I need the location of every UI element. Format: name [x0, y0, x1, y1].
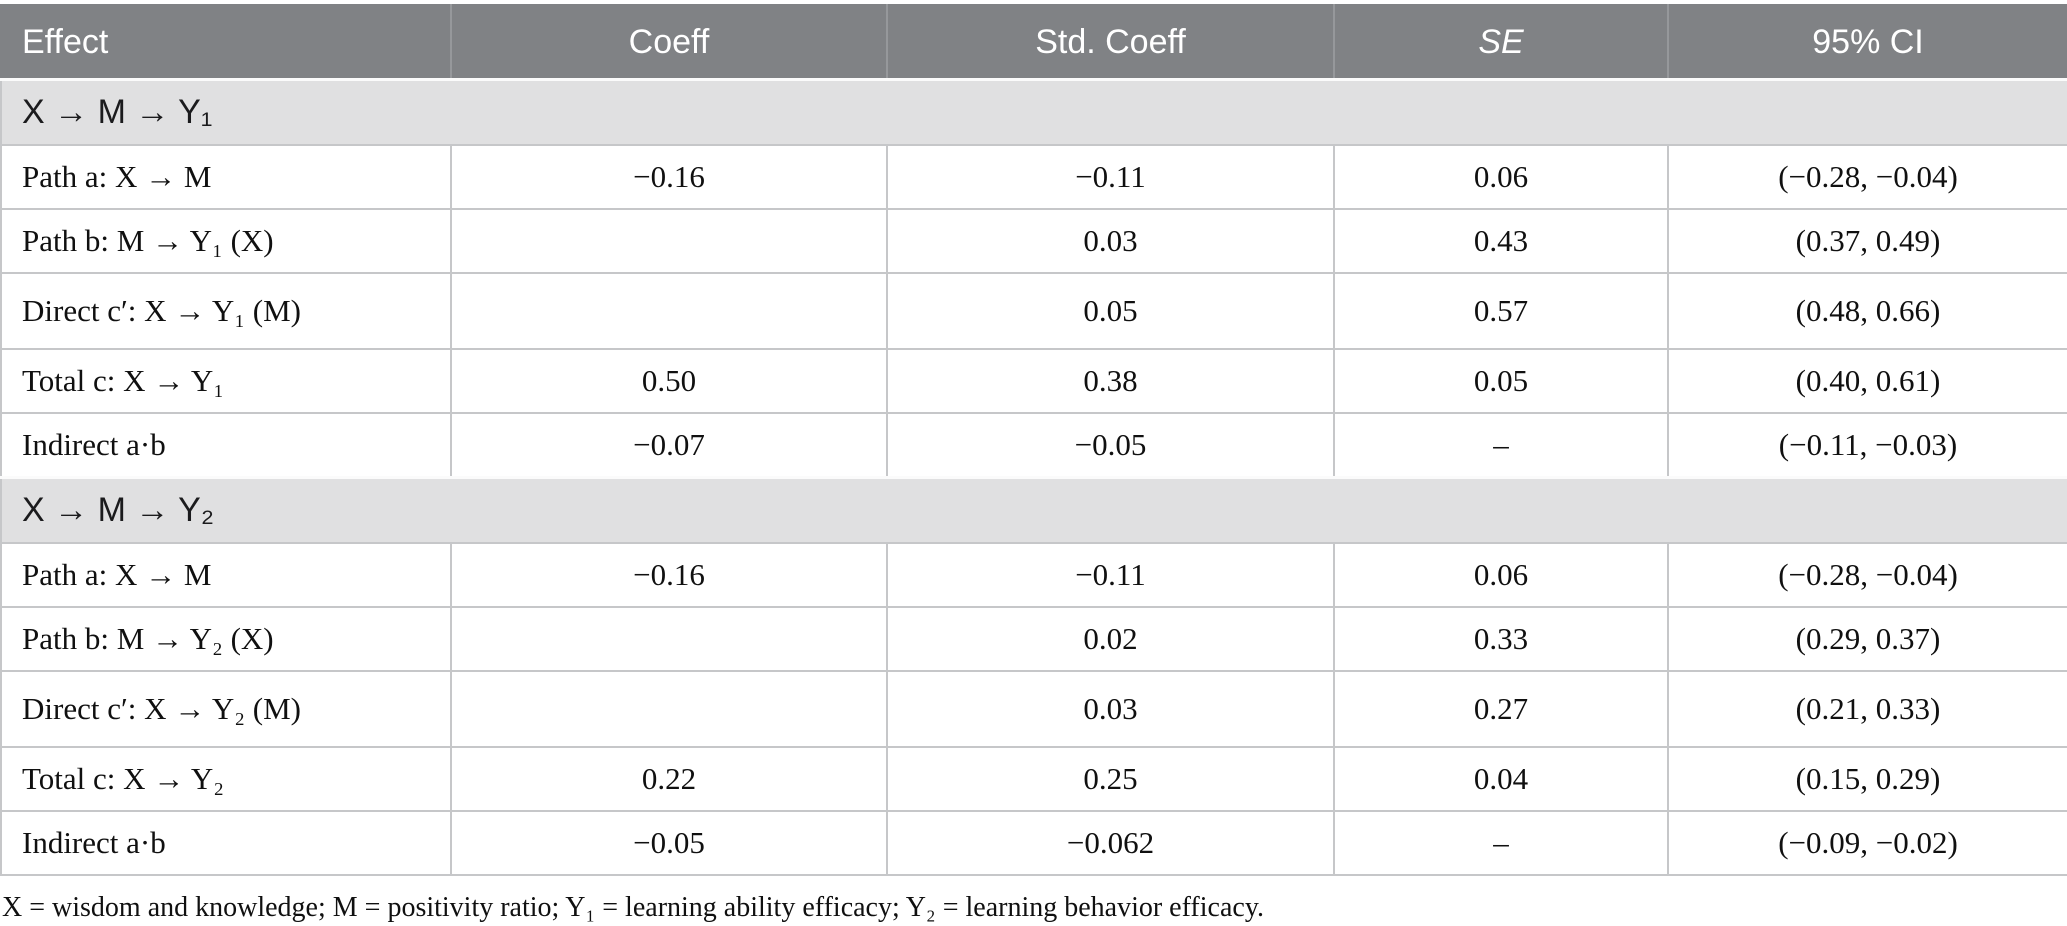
effect-cell: Direct c′: X → Y₁ (M): [0, 272, 452, 350]
coeff-cell: −0.07: [450, 412, 888, 479]
column-header-ci: 95% CI: [1667, 4, 2067, 81]
coeff-cell: 0.22: [450, 746, 888, 812]
effect-cell: Indirect a·b: [0, 412, 452, 479]
table-row: Indirect a·b −0.05 −0.062 – (−0.09, −0.0…: [0, 810, 2067, 876]
coeff-cell: [450, 606, 888, 672]
table-row: Path a: X → M −0.16 −0.11 0.06 (−0.28, −…: [0, 542, 2067, 608]
se-cell: –: [1333, 810, 1669, 876]
effect-cell: Path a: X → M: [0, 144, 452, 210]
ci-cell: (0.40, 0.61): [1667, 348, 2067, 414]
table-row: Path a: X → M −0.16 −0.11 0.06 (−0.28, −…: [0, 144, 2067, 210]
std-coeff-cell: 0.02: [886, 606, 1335, 672]
section-header-row-1: X → M → Y₁: [0, 78, 2067, 146]
coeff-cell: −0.16: [450, 144, 888, 210]
effect-cell: Direct c′: X → Y₂ (M): [0, 670, 452, 748]
ci-cell: (0.37, 0.49): [1667, 208, 2067, 274]
ci-cell: (0.48, 0.66): [1667, 272, 2067, 350]
column-header-coeff: Coeff: [450, 4, 888, 81]
coeff-cell: [450, 272, 888, 350]
se-cell: 0.43: [1333, 208, 1669, 274]
coeff-cell: [450, 208, 888, 274]
se-cell: 0.27: [1333, 670, 1669, 748]
se-cell: 0.04: [1333, 746, 1669, 812]
column-header-std-coeff: Std. Coeff: [886, 4, 1335, 81]
effect-cell: Path a: X → M: [0, 542, 452, 608]
effect-cell: Total c: X → Y₁: [0, 348, 452, 414]
table-row: Direct c′: X → Y₁ (M) 0.05 0.57 (0.48, 0…: [0, 272, 2067, 350]
std-coeff-cell: 0.25: [886, 746, 1335, 812]
std-coeff-cell: 0.38: [886, 348, 1335, 414]
section-header-row-2: X → M → Y₂: [0, 476, 2067, 544]
std-coeff-cell: 0.03: [886, 670, 1335, 748]
ci-cell: (0.15, 0.29): [1667, 746, 2067, 812]
header-row: Effect Coeff Std. Coeff SE 95% CI: [0, 4, 2067, 81]
table-row: Total c: X → Y₂ 0.22 0.25 0.04 (0.15, 0.…: [0, 746, 2067, 812]
ci-cell: (0.21, 0.33): [1667, 670, 2067, 748]
ci-cell: (−0.09, −0.02): [1667, 810, 2067, 876]
std-coeff-cell: 0.05: [886, 272, 1335, 350]
se-cell: 0.33: [1333, 606, 1669, 672]
column-header-effect: Effect: [0, 4, 452, 81]
se-cell: 0.05: [1333, 348, 1669, 414]
std-coeff-cell: −0.05: [886, 412, 1335, 479]
std-coeff-cell: −0.062: [886, 810, 1335, 876]
table-row: Path b: M → Y₁ (X) 0.03 0.43 (0.37, 0.49…: [0, 208, 2067, 274]
se-cell: 0.06: [1333, 542, 1669, 608]
se-cell: 0.57: [1333, 272, 1669, 350]
section-title: X → M → Y₁: [0, 78, 2067, 146]
effect-cell: Total c: X → Y₂: [0, 746, 452, 812]
se-cell: 0.06: [1333, 144, 1669, 210]
effect-cell: Path b: M → Y₂ (X): [0, 606, 452, 672]
se-cell: –: [1333, 412, 1669, 479]
table-row: Path b: M → Y₂ (X) 0.02 0.33 (0.29, 0.37…: [0, 606, 2067, 672]
std-coeff-cell: −0.11: [886, 144, 1335, 210]
table-row: Indirect a·b −0.07 −0.05 – (−0.11, −0.03…: [0, 412, 2067, 479]
coeff-cell: −0.16: [450, 542, 888, 608]
ci-cell: (0.29, 0.37): [1667, 606, 2067, 672]
table-row: Total c: X → Y₁ 0.50 0.38 0.05 (0.40, 0.…: [0, 348, 2067, 414]
coeff-cell: [450, 670, 888, 748]
ci-cell: (−0.28, −0.04): [1667, 144, 2067, 210]
coeff-cell: −0.05: [450, 810, 888, 876]
ci-cell: (−0.11, −0.03): [1667, 412, 2067, 479]
std-coeff-cell: 0.03: [886, 208, 1335, 274]
coeff-cell: 0.50: [450, 348, 888, 414]
ci-cell: (−0.28, −0.04): [1667, 542, 2067, 608]
effect-cell: Indirect a·b: [0, 810, 452, 876]
table-row: Direct c′: X → Y₂ (M) 0.03 0.27 (0.21, 0…: [0, 670, 2067, 748]
column-header-se: SE: [1333, 4, 1669, 81]
section-title: X → M → Y₂: [0, 476, 2067, 544]
mediation-effects-table: Effect Coeff Std. Coeff SE 95% CI X → M …: [0, 4, 2067, 876]
std-coeff-cell: −0.11: [886, 542, 1335, 608]
effect-cell: Path b: M → Y₁ (X): [0, 208, 452, 274]
table-footnote: X = wisdom and knowledge; M = positivity…: [2, 892, 1264, 923]
